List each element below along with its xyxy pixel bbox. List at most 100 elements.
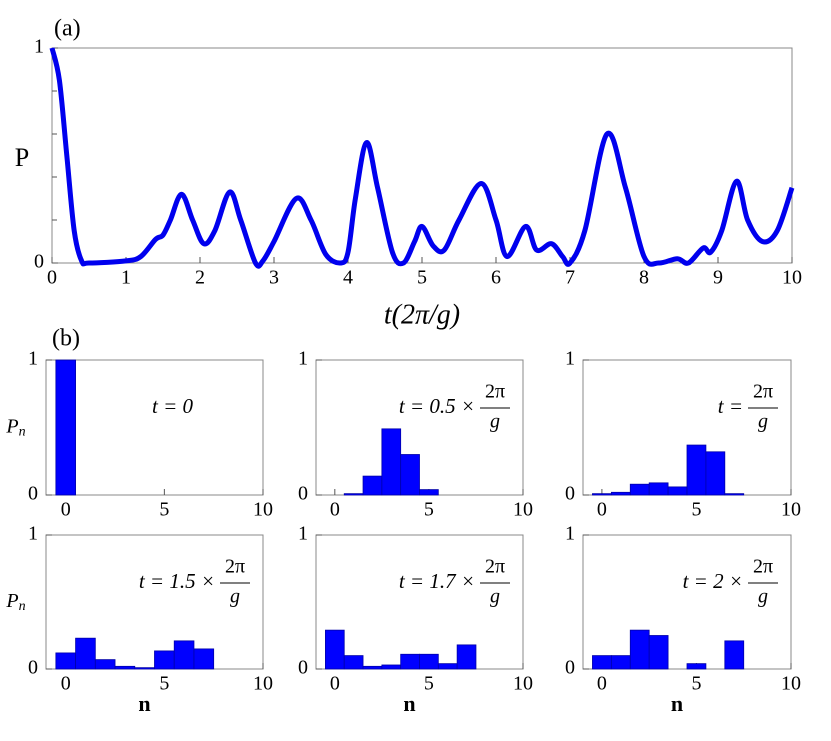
x-tick-label: 5 <box>691 499 701 521</box>
bar <box>629 483 650 496</box>
bar <box>343 493 364 496</box>
y-tick-label: 1 <box>28 523 38 545</box>
y-axis-label: Pn <box>5 590 25 615</box>
x-tick-label: 0 <box>597 499 607 521</box>
bar <box>592 655 612 670</box>
annotation-denominator: g <box>490 586 500 608</box>
bar <box>173 640 195 670</box>
bar <box>437 663 458 670</box>
x-tick-label: 0 <box>330 499 340 521</box>
annotation-denominator: g <box>758 586 768 608</box>
bar <box>648 482 669 496</box>
annotation-numerator: 2π <box>753 556 773 578</box>
bar <box>724 640 745 670</box>
bar <box>75 637 96 670</box>
bar <box>400 653 420 670</box>
bar <box>325 629 345 670</box>
x-tick-label: 0 <box>61 673 71 695</box>
bar <box>648 635 669 670</box>
y-tick-label: 0 <box>298 483 308 505</box>
bar <box>419 489 439 496</box>
x-tick-label: 0 <box>330 673 340 695</box>
bar <box>456 644 477 670</box>
y-tick-label: 0 <box>565 657 575 679</box>
bar <box>55 359 76 496</box>
x-tick-label: 5 <box>424 499 434 521</box>
plot-frame <box>45 359 264 496</box>
bar <box>134 667 155 670</box>
x-tick-label: 10 <box>253 499 273 521</box>
bar <box>55 652 76 670</box>
y-tick-label: 1 <box>565 523 575 545</box>
panel-label: (a) <box>54 16 81 42</box>
x-tick-label: 8 <box>639 267 649 289</box>
annotation-text: t = 0 <box>152 394 194 418</box>
bar <box>343 655 364 670</box>
x-tick-label: 5 <box>159 673 169 695</box>
x-tick-label: 10 <box>253 673 273 695</box>
y-axis-label-sub: n <box>19 599 26 614</box>
annotation-denominator: g <box>490 411 500 433</box>
x-axis-label: n <box>138 691 150 716</box>
x-tick-label: 4 <box>343 267 353 289</box>
x-axis-label: n <box>403 691 415 716</box>
y-tick-label: 1 <box>34 36 44 58</box>
x-tick-label: 0 <box>597 673 607 695</box>
annotation-denominator: g <box>230 586 240 608</box>
bar <box>362 665 383 670</box>
annotation-text: t = 1.7 × <box>399 569 475 593</box>
bar <box>667 486 688 496</box>
bar <box>610 655 631 670</box>
bar <box>154 650 175 670</box>
y-axis-label: P <box>15 143 29 172</box>
y-axis-label: Pn <box>5 415 25 440</box>
x-tick-label: 5 <box>691 673 701 695</box>
x-tick-label: 7 <box>565 267 575 289</box>
x-tick-label: 1 <box>121 267 131 289</box>
panel-label: (b) <box>52 326 80 352</box>
y-tick-label: 1 <box>298 523 308 545</box>
bar <box>686 444 707 496</box>
x-tick-label: 5 <box>424 673 434 695</box>
x-tick-label: 10 <box>513 499 533 521</box>
annotation-numerator: 2π <box>485 556 505 578</box>
series-line <box>49 47 795 269</box>
bar <box>592 493 612 496</box>
y-tick-label: 0 <box>565 483 575 505</box>
annotation-text: t = 2 × <box>683 569 743 593</box>
bar <box>362 475 383 496</box>
bar <box>686 663 707 670</box>
bar <box>629 629 650 670</box>
bar <box>381 428 402 496</box>
x-tick-label: 10 <box>782 267 802 289</box>
annotation-text: t = 1.5 × <box>139 569 215 593</box>
y-tick-label: 1 <box>298 348 308 370</box>
x-tick-label: 2 <box>195 267 205 289</box>
bar <box>381 664 402 670</box>
bar <box>114 665 136 670</box>
bar <box>610 491 631 496</box>
x-tick-label: 9 <box>713 267 723 289</box>
bar <box>724 493 745 496</box>
y-tick-label: 1 <box>28 348 38 370</box>
y-axis-label-base: P <box>5 415 18 437</box>
annotation-text: t = <box>718 394 743 418</box>
bar <box>193 648 215 670</box>
annotation-text: t = 0.5 × <box>399 394 475 418</box>
x-tick-label: 10 <box>781 499 801 521</box>
y-tick-label: 0 <box>28 657 38 679</box>
y-axis-label-base: P <box>5 590 18 612</box>
y-tick-label: 0 <box>34 251 44 273</box>
bar <box>400 454 420 496</box>
annotation-numerator: 2π <box>753 381 773 403</box>
annotation-denominator: g <box>758 411 768 433</box>
bar <box>94 659 116 670</box>
bar <box>705 451 726 496</box>
y-tick-label: 0 <box>28 483 38 505</box>
y-tick-label: 0 <box>298 657 308 679</box>
bar <box>419 653 439 670</box>
x-axis-label: n <box>671 691 683 716</box>
annotation-numerator: 2π <box>225 556 245 578</box>
x-tick-label: 0 <box>47 267 57 289</box>
